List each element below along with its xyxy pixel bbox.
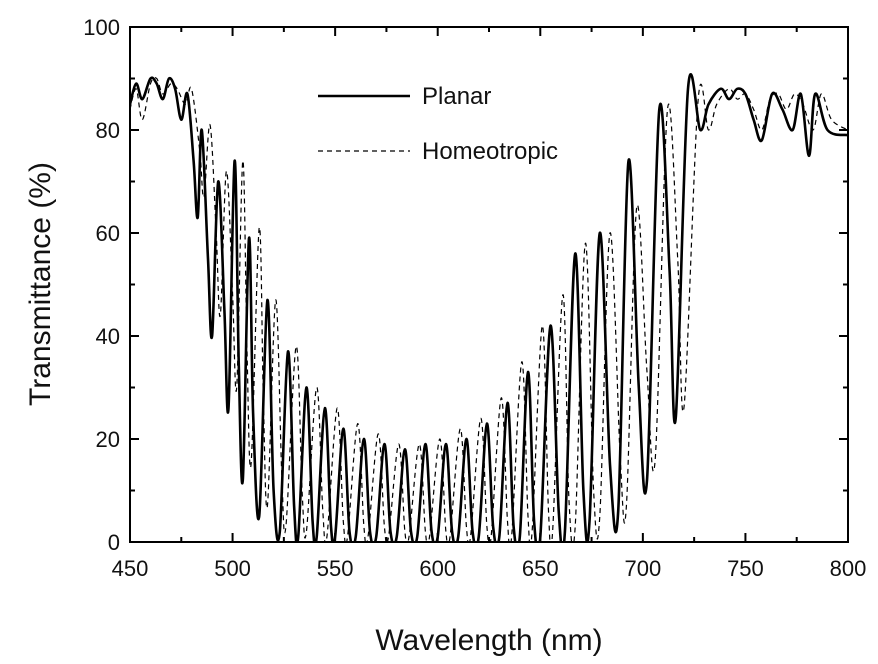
series-line-planar xyxy=(130,73,848,542)
x-tick-label: 650 xyxy=(522,556,559,581)
y-axis-title: Transmittance (%) xyxy=(24,162,57,406)
series-group xyxy=(130,73,848,542)
tick-labels: 450 500 550 600 650 700 750 800 0 20 40 60 80 100 xyxy=(83,15,866,581)
legend: Planar Homeotropic xyxy=(318,83,558,165)
x-axis-title: Wavelength (nm) xyxy=(375,624,602,657)
x-tick-label: 500 xyxy=(214,556,251,581)
legend-label-planar: Planar xyxy=(422,83,491,110)
y-tick-label: 0 xyxy=(108,530,120,555)
x-tick-label: 750 xyxy=(727,556,764,581)
x-tick-label: 450 xyxy=(112,556,149,581)
y-tick-label: 100 xyxy=(83,15,120,40)
x-tick-label: 600 xyxy=(419,556,456,581)
series-line-homeotropic xyxy=(130,76,848,542)
y-tick-label: 40 xyxy=(96,324,120,349)
x-tick-label: 800 xyxy=(830,556,867,581)
y-tick-label: 20 xyxy=(96,427,120,452)
legend-label-homeotropic: Homeotropic xyxy=(422,138,558,165)
x-tick-label: 550 xyxy=(317,556,354,581)
y-tick-label: 60 xyxy=(96,221,120,246)
y-tick-label: 80 xyxy=(96,118,120,143)
x-tick-label: 700 xyxy=(624,556,661,581)
